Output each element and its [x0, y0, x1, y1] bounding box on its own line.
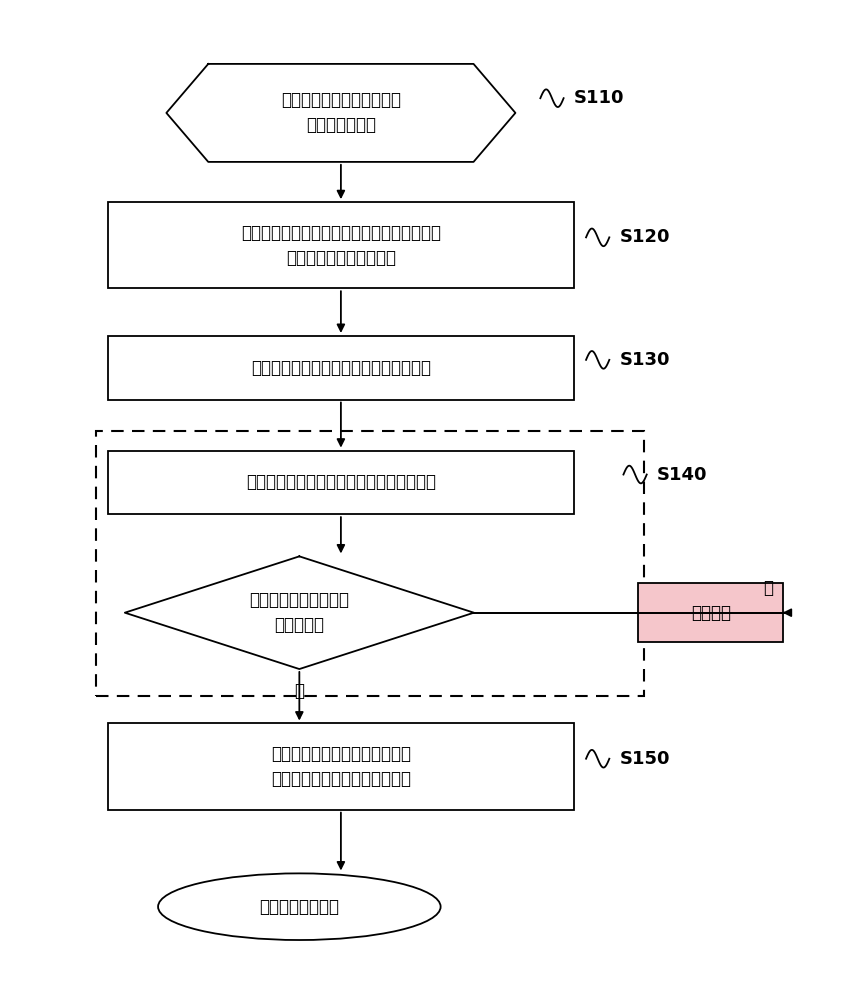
- Bar: [109, 202, 573, 288]
- Bar: [96, 431, 644, 696]
- Text: S110: S110: [573, 89, 624, 107]
- Bar: [109, 451, 573, 514]
- Text: 基于稀疏编码计算在线数据的字典重构残差: 基于稀疏编码计算在线数据的字典重构残差: [246, 473, 436, 491]
- Text: 计算各个检测变量的稀疏贡献值
根据稀疏贡献值画出稀疏贡献图: 计算各个检测变量的稀疏贡献值 根据稀疏贡献值画出稀疏贡献图: [271, 745, 411, 788]
- Bar: [109, 723, 573, 810]
- Text: 否: 否: [763, 579, 773, 597]
- Bar: [638, 583, 784, 642]
- Text: 是: 是: [294, 682, 304, 700]
- Text: S130: S130: [619, 351, 670, 369]
- Text: 基于训练样本集得到一个字典，并对该字典进
行增广处理得到增广字典: 基于训练样本集得到一个字典，并对该字典进 行增广处理得到增广字典: [241, 224, 441, 267]
- Text: 判断字典重构残差是否
超过控制限: 判断字典重构残差是否 超过控制限: [249, 591, 349, 634]
- Text: 系统正常: 系统正常: [691, 604, 731, 622]
- Bar: [109, 336, 573, 400]
- Text: S150: S150: [619, 750, 670, 768]
- Text: S140: S140: [656, 466, 707, 484]
- Text: 利用增广字典，获取在线数据的稀疏编码: 利用增广字典，获取在线数据的稀疏编码: [251, 359, 431, 377]
- Text: 收集不同工况下的正常数据
作为训练样本集: 收集不同工况下的正常数据 作为训练样本集: [281, 91, 401, 134]
- Polygon shape: [166, 64, 516, 162]
- Text: 输出故障分离结果: 输出故障分离结果: [259, 898, 339, 916]
- Polygon shape: [125, 556, 474, 669]
- Ellipse shape: [158, 873, 441, 940]
- Text: S120: S120: [619, 228, 670, 246]
